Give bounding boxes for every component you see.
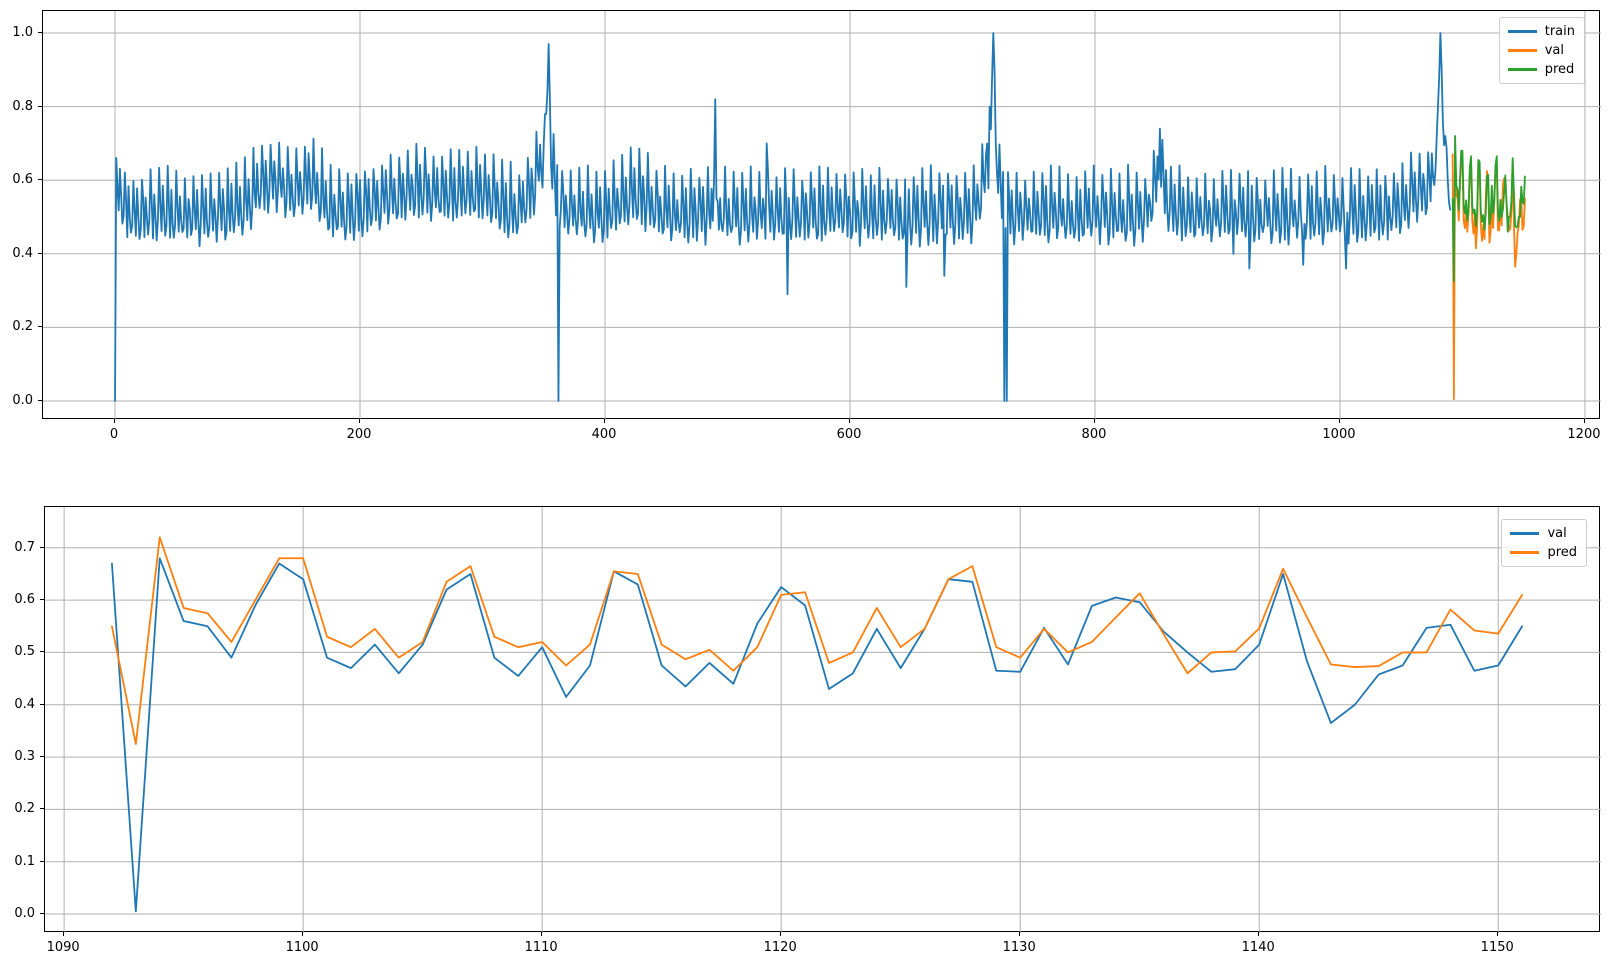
x-tick-label: 400 [591,427,617,442]
y-tick-mark [38,400,42,401]
y-tick-mark [40,808,44,810]
y-tick-label: 0.5 [14,644,35,660]
bottom-legend: val pred [1501,519,1587,567]
x-tick-mark [302,932,304,936]
y-tick-mark [40,599,44,601]
x-tick-label: 1100 [285,940,319,955]
legend-item-val: val [1507,43,1575,58]
x-tick-mark [780,932,782,936]
y-tick-mark [38,179,42,181]
pred-line-swatch [1507,68,1537,71]
x-tick-label: 800 [1081,427,1107,442]
x-tick-label: 0 [109,427,119,442]
x-tick-label: 1120 [763,940,797,955]
legend-item-pred: pred [1507,62,1575,77]
bottom-plot-svg [45,507,1601,933]
x-tick-mark [1093,419,1095,423]
x-tick-label: 1090 [46,940,80,955]
x-tick-mark [63,932,65,936]
y-tick-mark [40,703,44,705]
legend-label-pred: pred [1544,62,1575,77]
y-tick-mark [38,252,42,254]
y-tick-label: 0.4 [12,245,33,261]
legend-item-val: val [1510,526,1577,541]
train-line-swatch [1507,30,1537,33]
top-plot-svg [43,11,1601,420]
x-tick-label: 1140 [1241,940,1275,955]
y-tick-label: 0.0 [14,906,35,921]
x-tick-label: 200 [346,427,372,442]
y-tick-label: 0.1 [14,853,35,869]
legend-label-val: val [1547,526,1567,541]
y-tick-label: 1.0 [12,25,33,40]
x-tick-mark [1338,419,1340,423]
x-tick-label: 1150 [1480,940,1514,955]
y-tick-mark [40,546,44,548]
y-tick-label: 0.4 [14,696,35,712]
val-line-swatch [1510,532,1540,535]
x-tick-mark [604,419,605,423]
pred-line-swatch [1510,551,1540,554]
x-tick-label: 1110 [524,940,558,955]
y-tick-mark [40,860,44,862]
x-tick-mark [1258,932,1260,936]
x-tick-label: 1000 [1322,427,1356,442]
y-tick-label: 0.6 [14,592,35,608]
val-line-swatch [1507,49,1537,52]
train-line [114,32,1452,402]
y-tick-label: 0.2 [14,801,35,817]
y-tick-label: 0.8 [12,98,33,114]
y-tick-mark [40,651,44,653]
legend-item-train: train [1507,24,1575,39]
x-tick-mark [541,932,543,936]
legend-label-pred: pred [1547,545,1577,560]
legend-label-val: val [1544,43,1565,58]
legend-item-pred: pred [1510,545,1577,560]
y-tick-mark [38,105,42,107]
val-line [111,557,1524,913]
bottom-plot-area [44,506,1601,933]
x-tick-label: 1200 [1567,427,1601,442]
y-tick-label: 0.3 [14,749,35,765]
pred-line [111,536,1524,745]
y-tick-mark [38,32,42,33]
top-plot-area [42,10,1601,420]
pred-line [1451,135,1526,283]
y-tick-label: 0.6 [12,172,33,188]
y-tick-mark [38,326,42,328]
x-tick-label: 1130 [1002,940,1036,955]
y-tick-label: 0.2 [12,319,33,335]
x-tick-mark [1019,932,1021,936]
x-tick-mark [1497,932,1499,936]
x-tick-label: 600 [836,427,862,442]
x-tick-mark [359,419,360,423]
y-tick-label: 0.7 [14,539,35,555]
x-tick-mark [114,419,116,423]
legend-label-train: train [1544,24,1575,39]
y-tick-mark [40,756,44,758]
top-legend: train val pred [1498,17,1585,84]
x-tick-mark [848,419,850,423]
y-tick-mark [40,913,44,914]
y-tick-label: 0.0 [12,393,33,408]
x-tick-mark [1583,419,1585,423]
